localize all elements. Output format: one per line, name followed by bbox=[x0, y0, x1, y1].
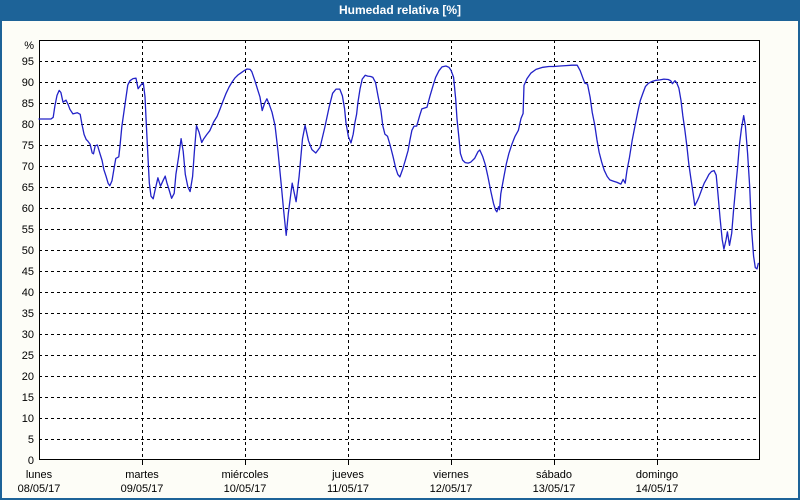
x-date-label: 12/05/17 bbox=[430, 483, 473, 495]
y-tick-label: 55 bbox=[22, 224, 34, 236]
y-tick-label: 80 bbox=[22, 119, 34, 131]
chart-title-bar: Humedad relativa [%] bbox=[2, 2, 798, 21]
y-tick-label: 25 bbox=[22, 350, 34, 362]
x-date-label: 13/05/17 bbox=[533, 483, 576, 495]
x-day-label: lunes bbox=[26, 469, 53, 481]
y-tick-label: 5 bbox=[28, 434, 34, 446]
y-tick-label: 30 bbox=[22, 329, 34, 341]
humidity-line-chart: 0 5 10 15 20 25 30 35 40 45 50 55 60 65 70 75 80 85 90 95% l… bbox=[18, 40, 760, 495]
x-day-label: jueves bbox=[331, 469, 364, 481]
y-tick-label: 75 bbox=[22, 140, 34, 152]
y-tick-label: 35 bbox=[22, 308, 34, 320]
y-tick-label: 45 bbox=[22, 266, 34, 278]
y-tick-label: 60 bbox=[22, 203, 34, 215]
y-tick-label: 65 bbox=[22, 182, 34, 194]
chart-title: Humedad relativa [%] bbox=[338, 3, 462, 17]
plot-border bbox=[39, 40, 760, 460]
axis-labels: 0 5 10 15 20 25 30 35 40 45 50 55 60 65 70 75 80 85 90 95% l… bbox=[18, 40, 679, 495]
y-tick-label: 50 bbox=[22, 245, 34, 257]
x-day-label: miércoles bbox=[221, 469, 269, 481]
y-tick-label: 70 bbox=[22, 161, 34, 173]
x-day-label: sábado bbox=[536, 469, 572, 481]
gridlines bbox=[39, 40, 760, 465]
x-day-label: domingo bbox=[636, 469, 678, 481]
y-tick-label: 40 bbox=[22, 287, 34, 299]
x-date-label: 14/05/17 bbox=[636, 483, 679, 495]
y-tick-label: 15 bbox=[22, 392, 34, 404]
y-tick-label: 95 bbox=[22, 56, 34, 68]
y-axis-unit-label: % bbox=[24, 40, 34, 52]
x-day-label: martes bbox=[125, 469, 159, 481]
x-date-label: 11/05/17 bbox=[327, 483, 369, 495]
x-day-label: viernes bbox=[433, 469, 469, 481]
x-date-label: 09/05/17 bbox=[121, 483, 164, 495]
x-date-label: 10/05/17 bbox=[224, 483, 267, 495]
chart-area: 0 5 10 15 20 25 30 35 40 45 50 55 60 65 70 75 80 85 90 95% l… bbox=[2, 21, 798, 498]
x-date-label: 08/05/17 bbox=[18, 483, 61, 495]
humidity-series-line bbox=[38, 64, 759, 270]
y-tick-label: 10 bbox=[22, 413, 34, 425]
y-tick-label: 90 bbox=[22, 77, 34, 89]
y-tick-label: 20 bbox=[22, 371, 34, 383]
y-tick-label: 0 bbox=[28, 455, 34, 467]
y-tick-label: 85 bbox=[22, 98, 34, 110]
